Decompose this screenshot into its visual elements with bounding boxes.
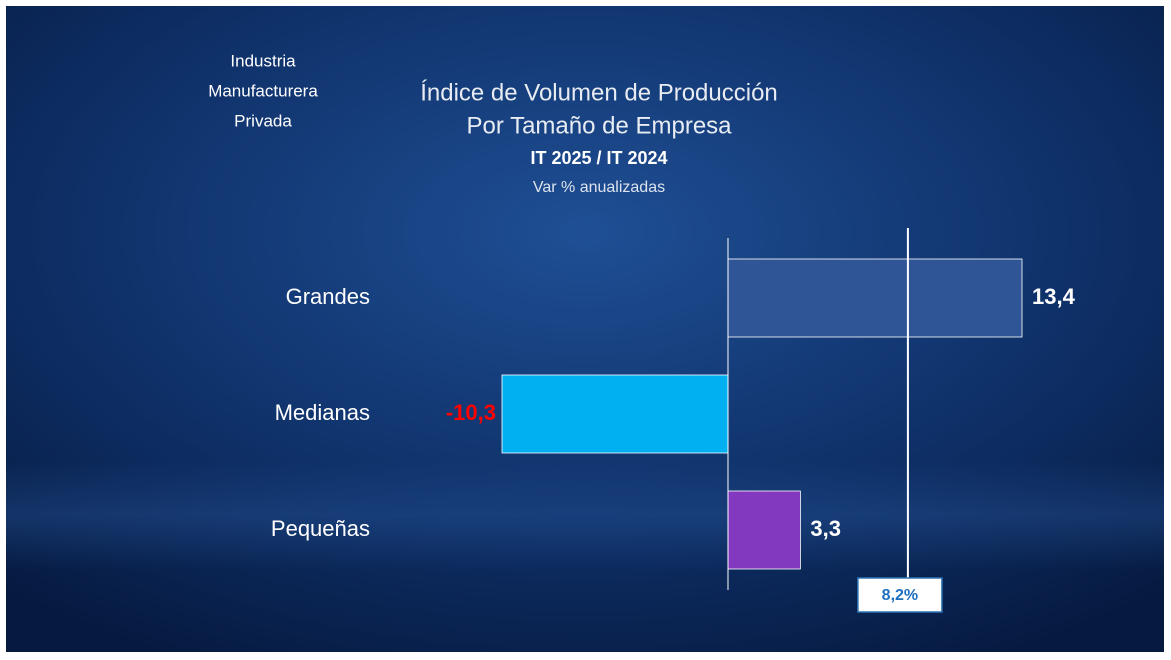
value-label: -10,3 xyxy=(446,400,496,425)
annotation: Privada xyxy=(234,111,292,130)
value-label: 3,3 xyxy=(810,516,841,541)
background-glow xyxy=(6,460,1164,570)
bar xyxy=(727,258,1023,338)
annotation: Manufacturera xyxy=(208,81,318,100)
annotation: Industria xyxy=(230,51,296,70)
category-label: Grandes xyxy=(286,284,370,309)
value-label: 13,4 xyxy=(1032,284,1076,309)
chart-subtitle: IT 2025 / IT 2024 xyxy=(530,148,667,168)
bar xyxy=(727,490,801,570)
category-label: Pequeñas xyxy=(271,516,370,541)
chart-note: Var % anualizadas xyxy=(533,179,665,196)
reference-label: 8,2% xyxy=(882,587,918,604)
category-label: Medianas xyxy=(275,400,370,425)
reference-box xyxy=(857,577,943,613)
chart-title: Índice de Volumen de Producción xyxy=(420,79,778,106)
chart-title: Por Tamaño de Empresa xyxy=(466,112,732,139)
bar xyxy=(501,374,729,454)
